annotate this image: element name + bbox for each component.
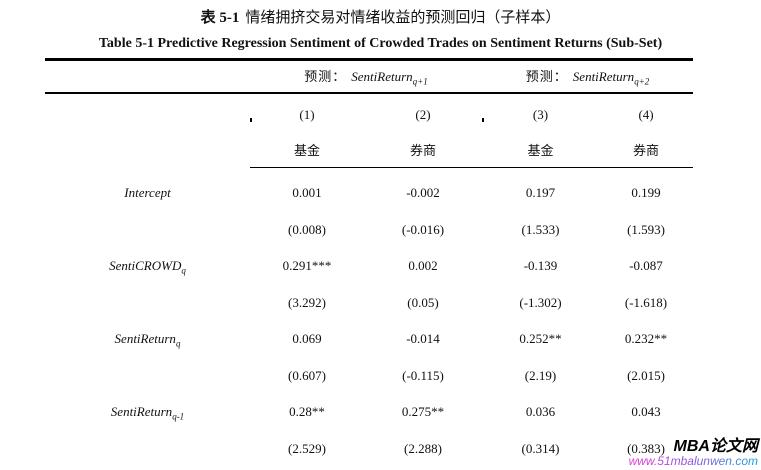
tstat-cell: (3.292) — [288, 294, 326, 310]
tstat-cell: (2.015) — [627, 367, 665, 383]
tstat-cell: (0.383) — [627, 440, 665, 456]
tstat-cell: (0.607) — [288, 367, 326, 383]
tstat-cell: (-0.016) — [401, 221, 445, 237]
tstat-cell: (-0.115) — [402, 367, 444, 383]
group-header-q1: 预测： SentiReturnq+1 — [250, 59, 483, 94]
tstat-cell: (2.288) — [404, 440, 442, 456]
row-label: SentiReturnq — [114, 331, 181, 349]
empty-stub-cell — [45, 213, 250, 246]
coefficient-cell: -0.014 — [406, 331, 440, 346]
table-number-zh: 表 5-1 — [200, 10, 240, 26]
watermark-site-url: www.51mbalunwen.com — [628, 454, 758, 468]
tstat-cell: (1.593) — [627, 221, 665, 237]
coefficient-row-intercept: Intercept 0.001 -0.002 0.197 0.199 — [45, 173, 693, 213]
coefficient-cell: 0.28** — [289, 404, 325, 419]
empty-stub-cell — [45, 59, 250, 94]
column-separator-tick — [250, 118, 252, 122]
coefficient-cell: 0.043 — [631, 404, 661, 419]
coefficient-cell: -0.139 — [523, 258, 558, 273]
column-name-cell: 券商 — [599, 134, 694, 168]
group-header-row: 预测： SentiReturnq+1 预测： SentiReturnq+2 — [45, 59, 694, 94]
tstat-row-senticrowd: (3.292) (0.05) (-1.302) (-1.618) — [45, 286, 693, 319]
column-separator-tick — [482, 118, 484, 122]
coefficient-cell: 0.069 — [292, 331, 322, 346]
forecast-label-zh: 预测： — [525, 68, 568, 84]
watermark: MBA论文网 www.51mbalunwen.com — [629, 438, 758, 468]
forecast-label-zh: 预测： — [304, 68, 347, 84]
column-name-cell: 券商 — [364, 134, 483, 168]
watermark-site-name: MBA论文网 — [673, 438, 758, 455]
coefficient-cell: 0.252** — [519, 331, 562, 346]
column-number-row: (1) (2) (3) (4) — [45, 93, 693, 135]
tstat-cell: (2.19) — [524, 367, 557, 383]
empty-stub-cell — [45, 135, 250, 168]
coefficient-cell: 0.275** — [401, 404, 445, 419]
tstat-cell: (2.529) — [288, 440, 326, 456]
page-title-zh: 表 5-1 情绪拥挤交易对情绪收益的预测回归（子样本） — [0, 8, 761, 28]
column-number-cell: (2) — [415, 106, 431, 122]
tstat-row-sentireturn-q: (0.607) (-0.115) (2.19) (2.015) — [45, 359, 693, 392]
regression-table: 预测： SentiReturnq+1 预测： SentiReturnq+2 (1) … — [45, 58, 694, 465]
empty-stub-cell — [45, 286, 250, 319]
tstat-row-sentireturn-q1: (2.529) (2.288) (0.314) (0.383) — [45, 432, 693, 465]
tstat-cell: (0.008) — [288, 221, 326, 237]
row-label: Intercept — [124, 185, 171, 200]
group-header-q2: 预测： SentiReturnq+2 — [482, 59, 694, 94]
column-name-cell: 基金 — [482, 134, 600, 168]
empty-stub-cell — [45, 432, 250, 465]
empty-stub-cell — [45, 359, 250, 392]
coefficient-row-sentireturn-q1: SentiReturnq-1 0.28** 0.275** 0.036 0.04… — [45, 392, 693, 432]
row-label: SentiReturnq-1 — [110, 404, 185, 422]
column-name-row: 基金 券商 基金 券商 — [45, 134, 694, 168]
row-label: SentiCROWDq — [109, 258, 186, 276]
column-number-cell: (3) — [532, 106, 549, 122]
coefficient-cell: 0.232** — [624, 331, 668, 346]
table-title-zh-text: 情绪拥挤交易对情绪收益的预测回归（子样本） — [245, 10, 561, 26]
group-var-name: SentiReturn — [351, 68, 413, 84]
regression-table-container: 预测： SentiReturnq+1 预测： SentiReturnq+2 (1) … — [45, 58, 694, 465]
coefficient-cell: -0.002 — [406, 185, 440, 200]
coefficient-cell: 0.036 — [525, 404, 556, 419]
coefficient-cell: 0.002 — [408, 258, 438, 273]
tstat-cell: (-1.618) — [624, 294, 668, 310]
coefficient-row-senticrowd: SentiCROWDq 0.291*** 0.002 -0.139 -0.087 — [45, 246, 693, 286]
column-number-cell: (1) — [299, 106, 315, 122]
tstat-cell: (1.533) — [521, 221, 560, 237]
coefficient-cell: 0.197 — [525, 185, 556, 200]
tstat-row-intercept: (0.008) (-0.016) (1.533) (1.593) — [45, 213, 693, 246]
column-number-cell: (4) — [638, 106, 654, 122]
coefficient-cell: 0.291*** — [282, 258, 332, 273]
tstat-cell: (-1.302) — [519, 294, 562, 310]
page-title-en: Table 5-1 Predictive Regression Sentimen… — [98, 36, 663, 51]
coefficient-row-sentireturn-q: SentiReturnq 0.069 -0.014 0.252** 0.232*… — [45, 319, 693, 359]
tstat-cell: (0.314) — [521, 440, 560, 456]
coefficient-cell: 0.001 — [292, 185, 322, 200]
column-name-cell: 基金 — [250, 134, 364, 168]
group-var-subscript: q+2 — [634, 76, 650, 87]
group-var-subscript: q+1 — [412, 76, 428, 87]
coefficient-cell: -0.087 — [629, 258, 663, 273]
tstat-cell: (0.05) — [407, 294, 439, 310]
empty-stub-cell — [45, 93, 250, 135]
group-var-name: SentiReturn — [572, 68, 635, 84]
coefficient-cell: 0.199 — [631, 185, 661, 200]
